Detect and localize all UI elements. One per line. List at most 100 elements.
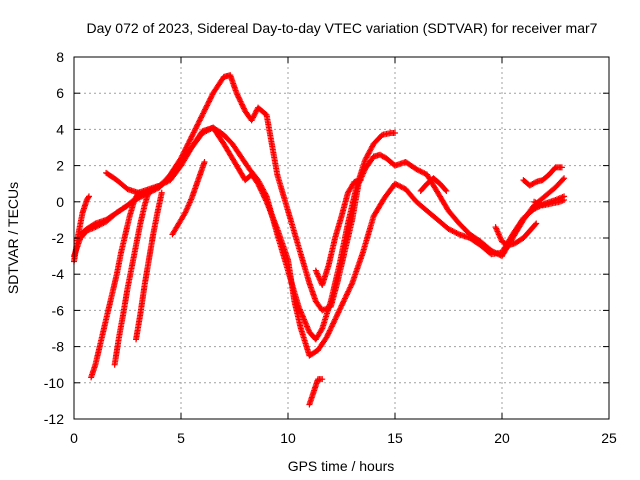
data-point [396,182,403,189]
data-point [199,111,206,118]
data-point [233,90,240,97]
data-point [189,132,196,139]
series-track-7 [133,189,165,343]
data-point [134,191,141,198]
data-point [184,143,191,150]
series-track-11 [417,175,450,194]
data-point [196,117,203,124]
data-point [201,107,208,114]
data-point [326,327,333,334]
data-point [532,221,539,228]
data-point [357,177,364,184]
data-point [418,168,425,175]
data-point [204,101,211,108]
data-point [188,134,195,141]
data-point [255,180,262,187]
data-point [327,326,334,333]
x-tick-label: 0 [70,430,78,446]
data-point [392,130,398,137]
data-point [344,289,351,296]
data-point [414,166,421,173]
data-point [184,141,191,148]
data-point [454,230,461,237]
series-track-10 [312,177,364,289]
data-point [343,291,350,298]
data-point [185,140,192,147]
data-point [337,305,344,312]
data-point [450,228,457,235]
x-axis-label: GPS time / hours [288,458,395,474]
data-point [342,294,349,301]
data-point [238,101,245,108]
data-point [330,319,337,326]
data-point [199,130,206,137]
data-point [201,158,208,165]
data-point [208,92,215,99]
data-point [236,97,243,104]
data-point [200,110,207,117]
data-point [398,184,405,191]
y-tick-label: 8 [56,49,64,65]
data-point [346,285,353,292]
data-point [200,129,207,136]
data-point [420,169,427,176]
data-point [198,114,205,121]
data-point [194,122,201,129]
data-point [187,136,194,143]
data-point [326,328,333,335]
series-track-6 [111,187,152,368]
data-point [394,182,401,189]
data-point [195,120,202,127]
series-track-9 [306,376,326,408]
data-point [341,296,348,303]
data-point [234,92,241,99]
data-point [336,308,343,315]
data-point [331,317,338,324]
data-point [339,299,346,306]
data-point [400,184,407,191]
data-point [340,298,347,305]
y-tick-label: -10 [44,375,64,391]
data-point [262,197,269,204]
data-point [442,186,449,193]
data-point [203,103,210,110]
data-point [206,126,213,133]
data-point [202,106,209,113]
data-point [347,284,354,291]
y-tick-label: 4 [56,121,64,137]
data-point [240,104,247,111]
data-point [188,133,195,140]
data-point [206,98,213,105]
data-point [338,303,345,310]
y-tick-label: -2 [52,230,65,246]
data-point [85,194,92,201]
data-point [339,301,346,308]
data-point [446,226,453,233]
x-tick-label: 15 [387,430,403,446]
data-point [330,320,337,327]
data-point [452,229,459,236]
data-point [345,288,352,295]
data-point [192,125,199,132]
data-point [392,180,398,187]
data-point [258,189,265,196]
data-point [186,137,193,144]
data-point [238,99,245,106]
data-point [448,227,455,234]
data-point [417,168,424,175]
data-point [319,376,326,383]
data-point [183,144,190,151]
data-point [338,302,345,309]
data-point [334,312,341,319]
data-point [193,124,200,131]
data-point [236,95,243,102]
data-point [558,164,565,171]
data-point [186,139,193,146]
data-point [237,98,244,105]
data-point [347,283,354,290]
data-point [561,175,568,182]
data-point [158,189,165,196]
data-point [255,182,262,189]
data-point [421,170,428,177]
